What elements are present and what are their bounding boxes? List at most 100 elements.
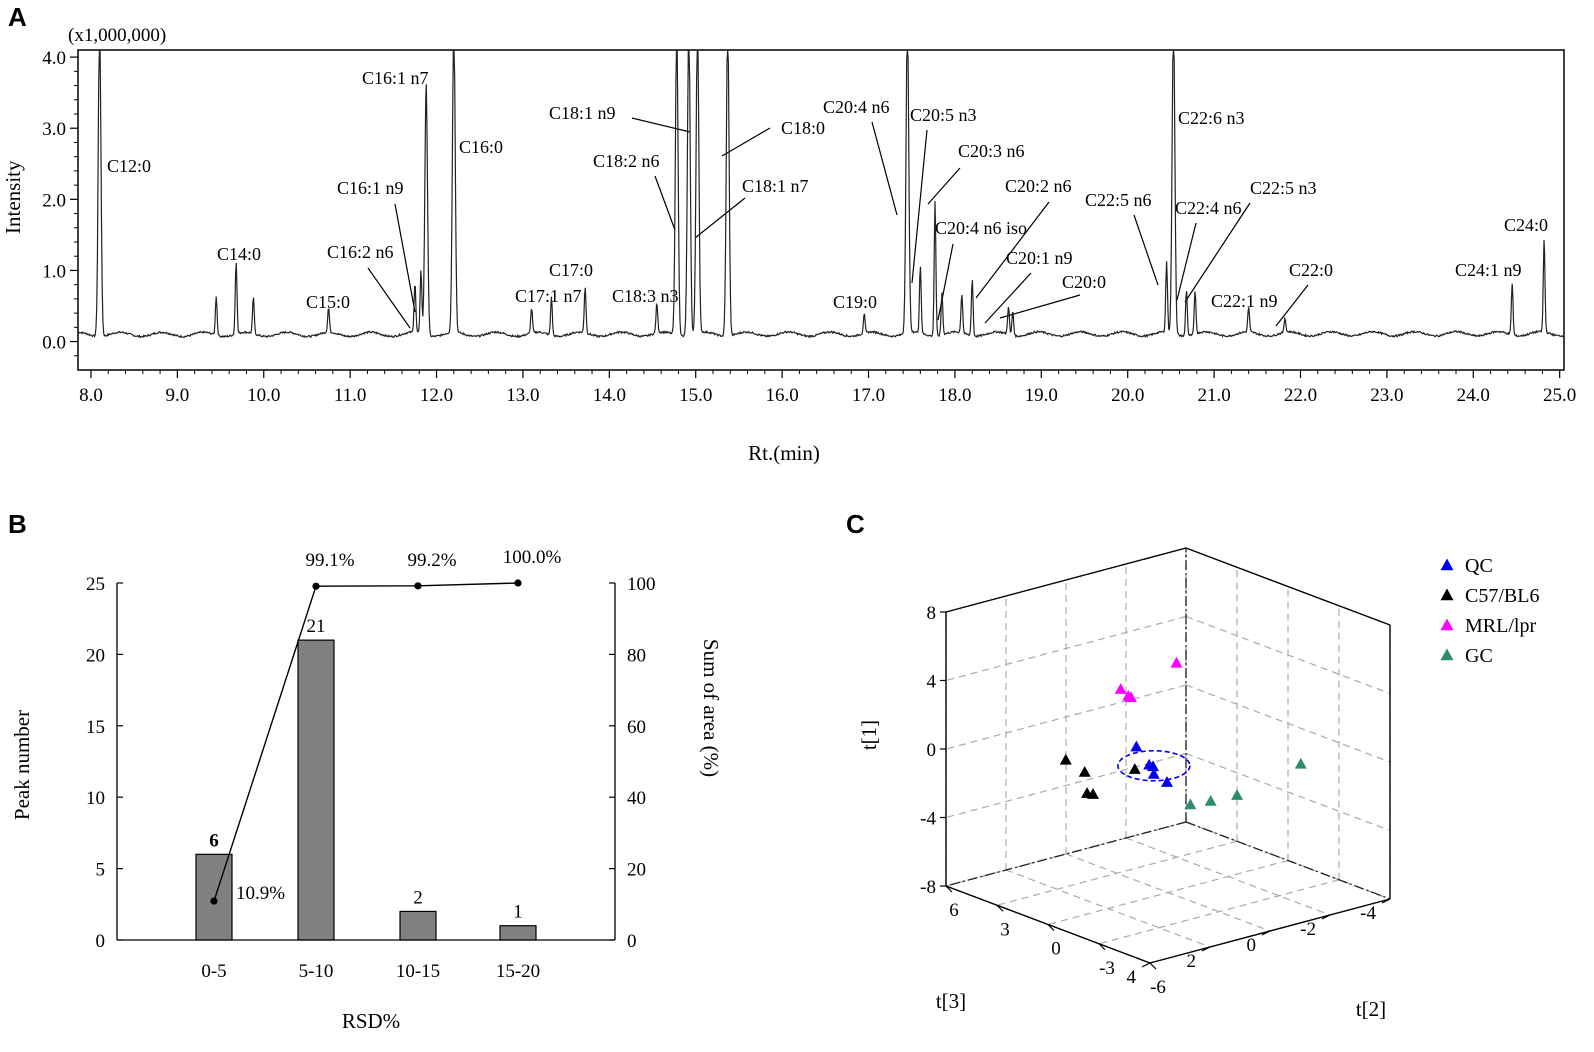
- x-tick-label: 25.0: [1543, 385, 1576, 406]
- rsd-y2-tick-label: 60: [627, 717, 646, 738]
- peak-leader-line: [975, 201, 1050, 299]
- pca-point-mrl: [1114, 683, 1127, 694]
- x-tick-label: 10.0: [247, 385, 280, 406]
- peak-leader-line: [911, 129, 928, 284]
- pca-point-qc: [1147, 767, 1160, 779]
- pca-frame-edge: [945, 547, 1187, 613]
- rsd-category-label: 15-20: [496, 961, 540, 982]
- pca-wall-grid-line: [945, 615, 1187, 682]
- peak-leader-line: [631, 117, 691, 133]
- peak-label: C15:0: [306, 292, 350, 312]
- y-tick-label: 1.0: [42, 261, 66, 282]
- legend-label: MRL/lpr: [1465, 615, 1536, 637]
- pca-t2-tick: [1149, 962, 1157, 970]
- peak-label: C24:0: [1504, 215, 1548, 235]
- panel-b-letter: B: [8, 509, 27, 539]
- chromatogram-ylabel: Intensity: [1, 160, 25, 234]
- rsd-bar-value-label: 1: [513, 902, 523, 923]
- pca-t3-tick: [1381, 898, 1391, 904]
- pca-point-qc: [1143, 758, 1156, 770]
- peak-label: C14:0: [217, 244, 261, 264]
- pca-t1-tick-label: 0: [927, 740, 937, 761]
- x-tick-label: 11.0: [334, 385, 367, 406]
- peak-leader-line: [927, 167, 961, 205]
- peak-label: C17:0: [549, 260, 593, 280]
- peak-label: C22:5 n3: [1250, 178, 1317, 198]
- legend-marker-mrl: [1440, 618, 1454, 631]
- pca-t2-label: t[2]: [1356, 997, 1386, 1021]
- peak-label: C16:1 n7: [362, 68, 429, 88]
- peak-label: C22:1 n9: [1211, 291, 1278, 311]
- peak-label: C18:0: [781, 118, 825, 138]
- peak-label: C16:0: [459, 137, 503, 157]
- rsd-chart: 0 5 10 15 20 25 0 20 40 60 80 100 0-5 6 5-10 21 10-15 2 15…: [86, 547, 656, 982]
- pca-frame-edge: [1185, 547, 1391, 626]
- peak-leader-line: [654, 175, 676, 231]
- pca-point-gc: [1231, 789, 1244, 800]
- pca-point-c57: [1128, 763, 1141, 774]
- y-tick-label: 4.0: [42, 48, 66, 69]
- legend-marker-c57: [1440, 588, 1454, 601]
- sum-area-label: 10.9%: [236, 883, 285, 904]
- x-tick-label: 21.0: [1197, 385, 1230, 406]
- peak-leader-line: [1133, 214, 1159, 286]
- peak-label: C20:1 n9: [1006, 248, 1073, 268]
- sum-area-point: [312, 582, 320, 590]
- legend-label: GC: [1465, 645, 1493, 667]
- peak-label: C20:5 n3: [910, 105, 977, 125]
- rsd-bar: [297, 639, 335, 941]
- chromatogram-trace: [77, 49, 1565, 339]
- rsd-y2-tick-label: 40: [627, 788, 646, 809]
- pca-t2-tick: [1047, 924, 1055, 931]
- peak-leader-line: [1275, 284, 1309, 327]
- peak-label: C19:0: [833, 292, 877, 312]
- pca-wall-grid-line: [1185, 615, 1391, 695]
- sum-area-label: 100.0%: [503, 547, 562, 568]
- rsd-y2-tick-label: 0: [627, 931, 637, 952]
- qc-cluster-ellipse: [1117, 749, 1191, 782]
- multiplier-label: (x1,000,000): [68, 25, 166, 46]
- pca-t2-tick: [1098, 943, 1106, 951]
- peak-leader-line: [871, 121, 898, 216]
- peak-label: C18:3 n3: [612, 286, 679, 306]
- pca-floor-grid-line: [1125, 837, 1331, 916]
- x-tick-label: 24.0: [1457, 385, 1490, 406]
- pca-floor-grid-line: [1065, 853, 1271, 932]
- pca-t3-tick-label: 2: [1187, 951, 1197, 972]
- pca-point-qc: [1161, 776, 1173, 787]
- chromatogram-xlabel: Rt.(min): [748, 441, 820, 465]
- peak-label: C20:4 n6 iso: [935, 218, 1027, 238]
- x-tick-label: 8.0: [79, 385, 103, 406]
- peak-leader-line: [1184, 202, 1251, 303]
- peak-label: C24:1 n9: [1455, 260, 1522, 280]
- pca-corner-edge: [1185, 821, 1391, 900]
- peak-label: C22:0: [1289, 260, 1333, 280]
- sum-area-point: [514, 579, 522, 587]
- y-tick-label: 2.0: [42, 190, 66, 211]
- rsd-y-tick-label: 20: [86, 645, 105, 666]
- legend-marker-gc: [1440, 648, 1454, 661]
- x-tick-label: 19.0: [1025, 385, 1058, 406]
- legend-label: QC: [1465, 555, 1493, 577]
- pca-point-c57: [1087, 788, 1099, 799]
- x-tick-label: 16.0: [765, 385, 798, 406]
- pca-t2-tick-label: 0: [1051, 939, 1061, 960]
- peak-leader-line: [1176, 222, 1197, 301]
- peak-label: C16:2 n6: [327, 242, 394, 262]
- pca-point-gc: [1204, 794, 1217, 806]
- rsd-y-tick-label: 5: [96, 860, 106, 881]
- panel-c-letter: C: [846, 509, 865, 539]
- peak-labels: C12:0 C14:0 C15:0 C16:2 n6 C16:1 n9 C16:1 n7 C…: [107, 68, 1548, 329]
- sum-area-point: [414, 582, 422, 590]
- peak-label: C22:5 n6: [1085, 190, 1152, 210]
- pca-t2-tick-label: -6: [1150, 977, 1166, 998]
- rsd-y2label: Sum of area (%): [699, 639, 723, 777]
- rsd-ylabel: Peak number: [10, 710, 34, 820]
- peak-label: C18:1 n9: [549, 103, 616, 123]
- pca-wall-grid-line: [1185, 684, 1391, 763]
- pca-t1-tick-label: -8: [920, 877, 936, 898]
- pca-corner-edge: [945, 821, 1187, 887]
- pca-wall-grid-line: [1185, 752, 1391, 832]
- pca-legend: QC C57/BL6 MRL/lpr GC: [1440, 555, 1539, 667]
